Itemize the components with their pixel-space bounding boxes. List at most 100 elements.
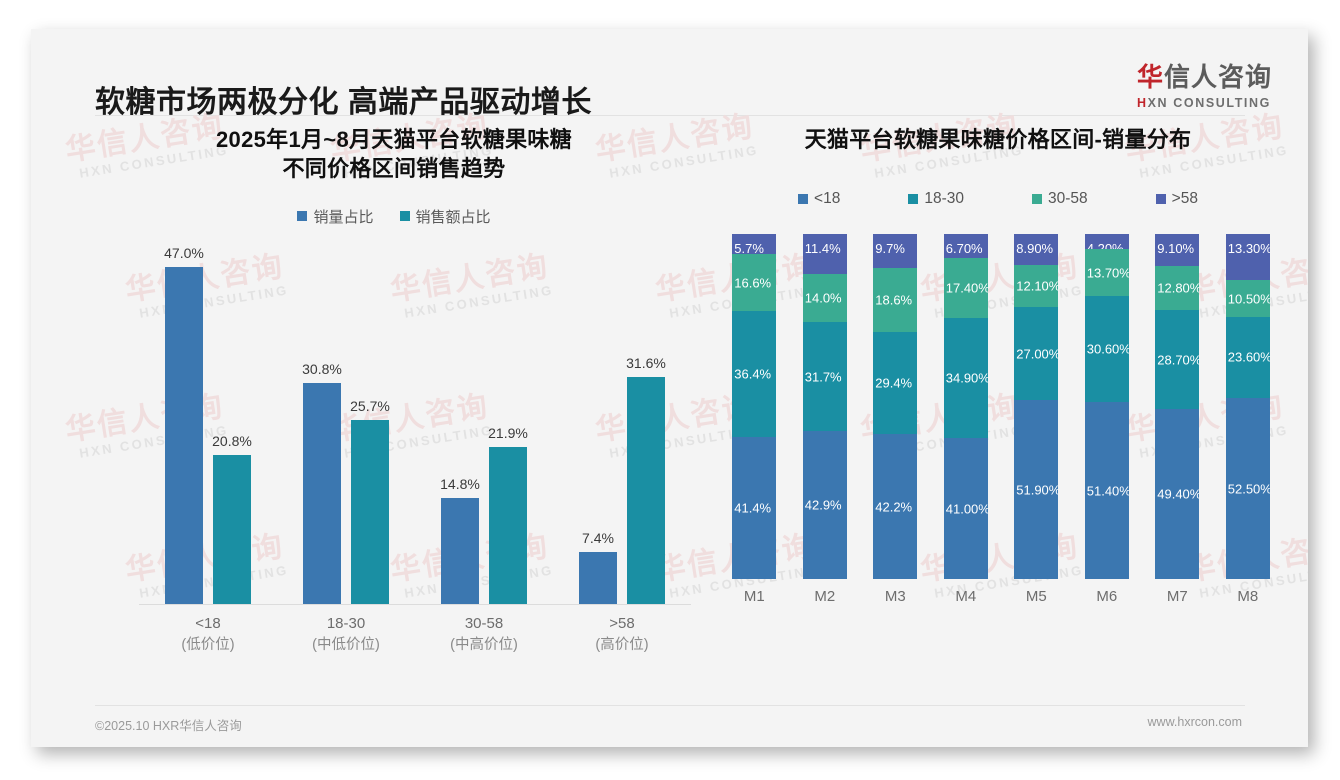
bar-销售额占比->58[interactable]: 31.6% [626,245,666,605]
footer-copyright: ©2025.10 HXR华信人咨询 [95,719,242,733]
stack-segment-value-label: 51.90% [1016,482,1059,498]
x-tick-M8: M8 [1237,588,1259,606]
right-chart-legend: <18 18-30 30-58 >58 [703,190,1293,208]
stack-segment-value-label: 31.7% [804,369,842,385]
bar-销量占比-18-30[interactable]: 30.8% [302,245,342,605]
right-chart-panel: 天猫平台软糖果味糖价格区间-销量分布 <18 18-30 30-58 >58 5.7%… [703,125,1293,605]
legend-swatch-icon [399,211,410,222]
stack-segment-30-58-M1: 16.6% [732,254,777,312]
stacked-bar-M6[interactable]: 4.20% 13.70% 30.60% 51.40% [1084,234,1129,580]
stack-segment-value-label: 27.00% [1016,346,1059,362]
bar-value-label: 31.6% [626,355,666,372]
stack-segment-value-label: 9.10% [1157,241,1195,257]
x-tick->58: >58 (高价位) [553,613,691,657]
x-tick-M5: M5 [1025,588,1047,606]
bar-销售额占比-30-58[interactable]: 21.9% [488,245,528,605]
left-chart-legend: 销量占比 销售额占比 [79,206,709,227]
bar-value-label: 21.9% [488,425,528,442]
legend-label: >58 [1171,190,1198,208]
stack-slot-M6: 4.20% 13.70% 30.60% 51.40% [1072,234,1143,580]
bar-销售额占比-18-30[interactable]: 25.7% [350,245,390,605]
stack-segment-value-label: 4.20% [1086,241,1124,249]
bar-rect [627,377,665,605]
stack-segment-30-58-M7: 12.80% [1155,265,1200,311]
stack-segment-value-label: 6.70% [945,241,983,257]
stack-segment-value-label: 36.4% [734,366,772,382]
bar-group-30-58: 14.8% 21.9% [415,245,553,605]
stack-segment-value-label: 10.50% [1227,291,1270,307]
stack-segment-18-30-M3: 29.4% [873,332,918,434]
stack-segment-value-label: 12.10% [1016,278,1059,294]
left-chart-title-line1: 2025年1月~8月天猫平台软糖果味糖 [216,127,572,152]
bar-rect [165,266,203,605]
stack-segment-<18-M5: 51.90% [1014,400,1059,580]
stacked-bar-M5[interactable]: 8.90% 12.10% 27.00% 51.90% [1014,234,1059,580]
bar-group->58: 7.4% 31.6% [553,245,691,605]
stack-segment-18-30-M7: 28.70% [1155,310,1200,410]
slide-header: 软糖市场两极分化 高端产品驱动增长 华信人咨询 HXN CONSULTING [31,29,1308,119]
stack-segment-value-label: 30.60% [1086,341,1129,357]
bar-销量占比->58[interactable]: 7.4% [579,245,617,605]
stack-segment-value-label: 8.90% [1016,241,1054,257]
stack-segment-<18-M1: 41.4% [732,436,777,580]
footer-divider [95,705,1245,706]
legend-swatch-icon [1155,194,1166,205]
bar-销售额占比-<18[interactable]: 20.8% [212,245,252,605]
legend-item-30-58[interactable]: 30-58 [1032,190,1088,208]
bar-value-label: 47.0% [164,244,204,261]
legend-swatch-icon [297,211,308,222]
stack-segment-value-label: 29.4% [875,375,913,391]
page-title: 软糖市场两极分化 高端产品驱动增长 [95,86,592,119]
stacked-bar-M1[interactable]: 5.7% 16.6% 36.4% 41.4% [732,234,777,580]
x-tick-sublabel: (中低价位) [312,637,380,654]
legend-item-18-30[interactable]: 18-30 [908,190,964,208]
legend-item-销量占比[interactable]: 销量占比 [297,206,374,227]
legend-label: 18-30 [924,190,964,208]
stack-slot-M7: 9.10% 12.80% 28.70% 49.40% [1142,234,1213,580]
stacked-bar-M8[interactable]: 13.30% 10.50% 23.60% 52.50% [1225,234,1270,580]
x-tick-M4: M4 [955,588,977,606]
stack-segment-value-label: 17.40% [945,280,988,296]
legend-item-<18[interactable]: <18 [798,190,840,208]
stacked-bar-M4[interactable]: 6.70% 17.40% 34.90% 41.00% [943,234,988,580]
legend-label: 销量占比 [313,208,374,226]
stacked-bar-M3[interactable]: 9.7% 18.6% 29.4% 42.2% [873,234,918,580]
stack-segment-18-30-M2: 31.7% [802,322,847,432]
logo-chinese: 华信人咨询 [1137,57,1272,94]
left-chart-axis-line [139,603,691,605]
x-tick-M1: M1 [743,588,765,606]
bar-group-<18: 47.0% 20.8% [139,245,277,605]
right-chart-title: 天猫平台软糖果味糖价格区间-销量分布 [703,125,1293,154]
left-chart-plot: 47.0% 20.8% 30.8% 25.7% 14.8% 21.9% 7.4% 31.6% [139,245,691,605]
stack-segment-30-58-M4: 17.40% [943,257,988,318]
left-chart-x-axis-labels: <18 (低价位) 18-30 (中低价位) 30-58 (中高价位) >58 (高价位) [139,613,691,657]
stack-segment-value-label: 51.40% [1086,483,1129,499]
stack-segment-18-30-M8: 23.60% [1225,316,1270,399]
stack-segment-value-label: 42.2% [875,499,913,515]
stacked-bar-M7[interactable]: 9.10% 12.80% 28.70% 49.40% [1155,234,1200,580]
bar-销量占比-30-58[interactable]: 14.8% [440,245,480,605]
legend-item-销售额占比[interactable]: 销售额占比 [399,206,491,227]
right-chart-title-line1: 天猫平台软糖果味糖价格区间-销量分布 [804,127,1192,152]
bar-rect [579,551,617,605]
stack-segment-value-label: 14.0% [804,290,842,306]
stack-segment-value-label: 5.7% [734,241,764,255]
logo-english: HXN CONSULTING [1137,96,1272,110]
bar-销量占比-<18[interactable]: 47.0% [164,244,204,605]
left-chart-panel: 2025年1月~8月天猫平台软糖果味糖 不同价格区间销售趋势 销量占比 销售额占比… [79,125,709,657]
stack-segment-value-label: 11.4% [804,241,841,257]
stack-segment-30-58-M8: 10.50% [1225,280,1270,317]
stacked-bar-M2[interactable]: 11.4% 14.0% 31.7% 42.9% [802,234,847,580]
stack-segment-<18-M8: 52.50% [1225,398,1270,580]
legend-item->58[interactable]: >58 [1155,190,1198,208]
stack-segment->58-M5: 8.90% [1014,234,1059,266]
stack-segment-<18-M2: 42.9% [802,431,847,580]
stack-slot-M5: 8.90% 12.10% 27.00% 51.90% [1001,234,1072,580]
bar-value-label: 30.8% [302,361,342,378]
stack-slot-M3: 9.7% 18.6% 29.4% 42.2% [860,234,931,580]
x-tick-sublabel: (中高价位) [450,637,518,654]
footer-website[interactable]: www.hxrcon.com [1147,715,1242,729]
legend-label: 30-58 [1048,190,1088,208]
legend-swatch-icon [1032,194,1042,205]
stack-segment-value-label: 9.7% [875,241,905,257]
